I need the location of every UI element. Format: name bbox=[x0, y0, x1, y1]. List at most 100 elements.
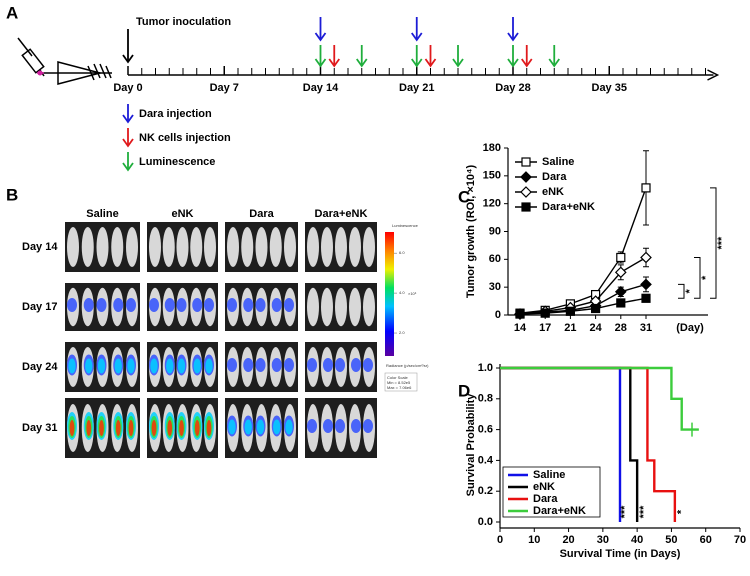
mouse bbox=[241, 227, 254, 267]
x-tick-label: 28 bbox=[615, 322, 627, 334]
tick-label: Day 7 bbox=[210, 82, 239, 94]
signal-blob bbox=[228, 419, 236, 435]
legend-label: Saline bbox=[542, 156, 574, 168]
marker bbox=[515, 309, 525, 319]
x-tick-label: 17 bbox=[539, 322, 551, 334]
signal-blob bbox=[285, 419, 293, 435]
signal-blob bbox=[256, 419, 265, 435]
colorbar-tick-label: 2.0 bbox=[399, 330, 405, 335]
significance-label: * bbox=[676, 509, 688, 514]
mouse bbox=[307, 287, 319, 327]
mouse bbox=[363, 287, 375, 327]
y-tick-label: 0.2 bbox=[478, 485, 493, 497]
y-tick-label: 0.6 bbox=[478, 424, 493, 436]
legend-label: eNK bbox=[533, 481, 555, 493]
dara-arrow bbox=[314, 17, 327, 42]
y-tick-label: 120 bbox=[483, 198, 501, 210]
tick-label: Day 21 bbox=[399, 82, 434, 94]
luminescence-arrow bbox=[314, 45, 327, 68]
mouse bbox=[321, 287, 333, 327]
marker bbox=[640, 278, 652, 291]
tumor-growth-chart: 0 30 60 90 120 150 180 14 17 21 24 28 31 (Day) Tumor g… bbox=[465, 142, 728, 334]
signal-blob bbox=[271, 358, 282, 372]
y-tick-label: 60 bbox=[489, 253, 501, 265]
signal-blob bbox=[128, 420, 134, 436]
x-tick-label: 50 bbox=[665, 534, 677, 546]
signal-blob bbox=[151, 420, 157, 436]
syringe-icon bbox=[17, 37, 112, 85]
marker bbox=[616, 298, 626, 308]
arrow-head bbox=[314, 32, 327, 42]
mouse bbox=[81, 227, 94, 267]
axis-arrowhead bbox=[707, 69, 720, 81]
signal-blob bbox=[335, 419, 345, 433]
signal-blob bbox=[150, 358, 158, 374]
nk-arrow bbox=[328, 45, 340, 68]
luminescence-arrow bbox=[411, 45, 423, 68]
x-tick-label: 20 bbox=[562, 534, 574, 546]
signal-blob bbox=[127, 358, 135, 374]
signal-blob bbox=[351, 358, 361, 372]
signal-blob bbox=[113, 298, 124, 312]
mouse bbox=[349, 287, 361, 327]
arrow-head bbox=[521, 58, 533, 68]
significance-label: * bbox=[684, 288, 696, 293]
mouse bbox=[149, 227, 161, 267]
marker bbox=[520, 171, 532, 183]
signal-blob bbox=[255, 358, 266, 372]
y-tick-label: 0.4 bbox=[478, 454, 494, 466]
group-label: Dara+eNK bbox=[315, 208, 368, 220]
luminescence-arrow bbox=[548, 45, 560, 68]
significance-label: *** bbox=[619, 505, 631, 519]
legend-label: eNK bbox=[542, 186, 564, 198]
signal-blob bbox=[323, 358, 333, 372]
panel-label: C bbox=[458, 187, 470, 206]
signal-blob bbox=[85, 358, 93, 374]
signal-blob bbox=[99, 420, 104, 436]
arrow-head bbox=[452, 58, 464, 68]
nk-arrow bbox=[521, 45, 533, 68]
marker bbox=[614, 266, 627, 279]
luminescence-arrow bbox=[452, 45, 464, 68]
x-unit: (Day) bbox=[676, 322, 704, 334]
mouse bbox=[111, 227, 124, 267]
y-tick-label: 180 bbox=[483, 142, 501, 154]
signal-blob bbox=[363, 358, 373, 372]
mouse bbox=[307, 227, 319, 267]
colorbar-title: Luminescence bbox=[392, 223, 419, 228]
y-tick-label: 0.8 bbox=[478, 393, 493, 405]
signal-blob bbox=[273, 419, 281, 435]
marker bbox=[521, 157, 531, 167]
signal-blob bbox=[68, 358, 76, 374]
x-tick-label: 70 bbox=[734, 534, 746, 546]
event-label: Tumor inoculation bbox=[136, 16, 231, 28]
signal-blob bbox=[149, 298, 159, 312]
signal-blob bbox=[67, 298, 77, 312]
group-label: eNK bbox=[171, 208, 193, 220]
scale-text: Color Scale bbox=[387, 375, 408, 380]
group-label: Saline bbox=[86, 208, 118, 220]
signal-blob bbox=[126, 298, 136, 312]
dara-arrow bbox=[411, 17, 423, 42]
nk-arrow bbox=[424, 45, 437, 68]
x-tick-label: 14 bbox=[514, 322, 527, 334]
signal-blob bbox=[271, 298, 282, 312]
signal-blob bbox=[284, 298, 294, 312]
mouse bbox=[126, 227, 138, 267]
legend-label: Luminescence bbox=[139, 156, 215, 168]
tick-label: Day 28 bbox=[495, 82, 530, 94]
arrow-head bbox=[122, 54, 134, 64]
x-tick-label: 31 bbox=[640, 322, 652, 334]
signal-blob bbox=[96, 298, 107, 312]
signal-blob bbox=[307, 358, 317, 372]
tick-label: Day 0 bbox=[113, 82, 142, 94]
legend-label: Dara bbox=[533, 493, 558, 505]
x-tick-label: 30 bbox=[597, 534, 609, 546]
legend-arrow bbox=[122, 152, 134, 172]
signal-blob bbox=[255, 298, 266, 312]
panel-label: D bbox=[458, 381, 470, 400]
signal-blob bbox=[176, 298, 187, 312]
signal-blob bbox=[97, 358, 106, 374]
signal-blob bbox=[179, 420, 184, 436]
signal-blob bbox=[351, 419, 361, 433]
